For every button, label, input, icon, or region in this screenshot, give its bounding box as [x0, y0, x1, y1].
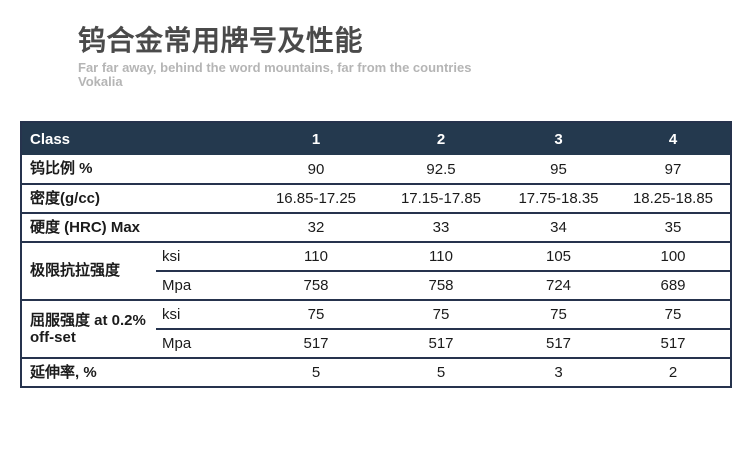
cell-value: 75	[616, 300, 731, 330]
cell-value: 517	[251, 329, 381, 359]
cell-value: 758	[251, 271, 381, 301]
column-header-1: 1	[251, 122, 381, 155]
cell-value: 17.75-18.35	[501, 184, 616, 214]
cell-value: 5	[251, 358, 381, 388]
cell-value: 5	[381, 358, 501, 388]
cell-value: 2	[616, 358, 731, 388]
cell-value: 97	[616, 155, 731, 185]
row-label: 密度(g/cc)	[21, 184, 251, 214]
subtitle-line-1: Far far away, behind the word mountains,…	[78, 59, 472, 75]
cell-value: 18.25-18.85	[616, 184, 731, 214]
cell-value: 517	[501, 329, 616, 359]
table-row-hardness: 硬度 (HRC) Max 32 33 34 35	[21, 213, 731, 243]
cell-value: 75	[251, 300, 381, 330]
table-row-tensile-mpa: Mpa 758 758 724 689	[21, 271, 731, 301]
subtitle-line-2: Vokalia	[78, 73, 123, 89]
column-header-4: 4	[616, 122, 731, 155]
cell-value: 35	[616, 213, 731, 243]
cell-value: 758	[381, 271, 501, 301]
page-subtitle: Far far away, behind the word mountains,…	[78, 59, 678, 90]
cell-value: 16.85-17.25	[251, 184, 381, 214]
table-row-yield-ksi: 屈服强度 at 0.2% off-set ksi 75 75 75 75	[21, 300, 731, 359]
column-header-3: 3	[501, 122, 616, 155]
cell-value: 517	[616, 329, 731, 359]
cell-value: 95	[501, 155, 616, 185]
cell-value: 100	[616, 242, 731, 272]
column-header-class: Class	[21, 122, 251, 155]
unit-label: ksi	[156, 300, 251, 330]
row-label: 屈服强度 at 0.2% off-set	[21, 300, 156, 359]
unit-label: Mpa	[156, 329, 251, 359]
table-row-density: 密度(g/cc) 16.85-17.25 17.15-17.85 17.75-1…	[21, 184, 731, 214]
row-label: 钨比例 %	[21, 155, 251, 185]
cell-value: 17.15-17.85	[381, 184, 501, 214]
cell-value: 517	[381, 329, 501, 359]
cell-value: 3	[501, 358, 616, 388]
page-title: 钨合金常用牌号及性能	[78, 25, 364, 56]
row-label: 延伸率, %	[21, 358, 251, 388]
cell-value: 110	[251, 242, 381, 272]
unit-label: ksi	[156, 242, 251, 272]
table-row-tungsten-ratio: 钨比例 % 90 92.5 95 97	[21, 155, 731, 185]
cell-value: 110	[381, 242, 501, 272]
row-label: 硬度 (HRC) Max	[21, 213, 251, 243]
unit-label: Mpa	[156, 271, 251, 301]
table-row-tensile-ksi: 极限抗拉强度 ksi 110 110 105 100	[21, 242, 731, 301]
cell-value: 92.5	[381, 155, 501, 185]
cell-value: 32	[251, 213, 381, 243]
properties-table: Class 1 2 3 4 钨比例 % 90 92.5 95 97 密度(g/c…	[20, 121, 732, 388]
table-header-row: Class 1 2 3 4	[21, 122, 731, 155]
cell-value: 724	[501, 271, 616, 301]
cell-value: 33	[381, 213, 501, 243]
table-row-elongation: 延伸率, % 5 5 3 2	[21, 358, 731, 388]
cell-value: 75	[501, 300, 616, 330]
table-row-yield-mpa: Mpa 517 517 517 517	[21, 329, 731, 359]
cell-value: 689	[616, 271, 731, 301]
cell-value: 34	[501, 213, 616, 243]
column-header-2: 2	[381, 122, 501, 155]
slide-header: 钨合金常用牌号及性能 Far far away, behind the word…	[78, 24, 678, 89]
cell-value: 105	[501, 242, 616, 272]
cell-value: 75	[381, 300, 501, 330]
cell-value: 90	[251, 155, 381, 185]
row-label: 极限抗拉强度	[21, 242, 156, 301]
